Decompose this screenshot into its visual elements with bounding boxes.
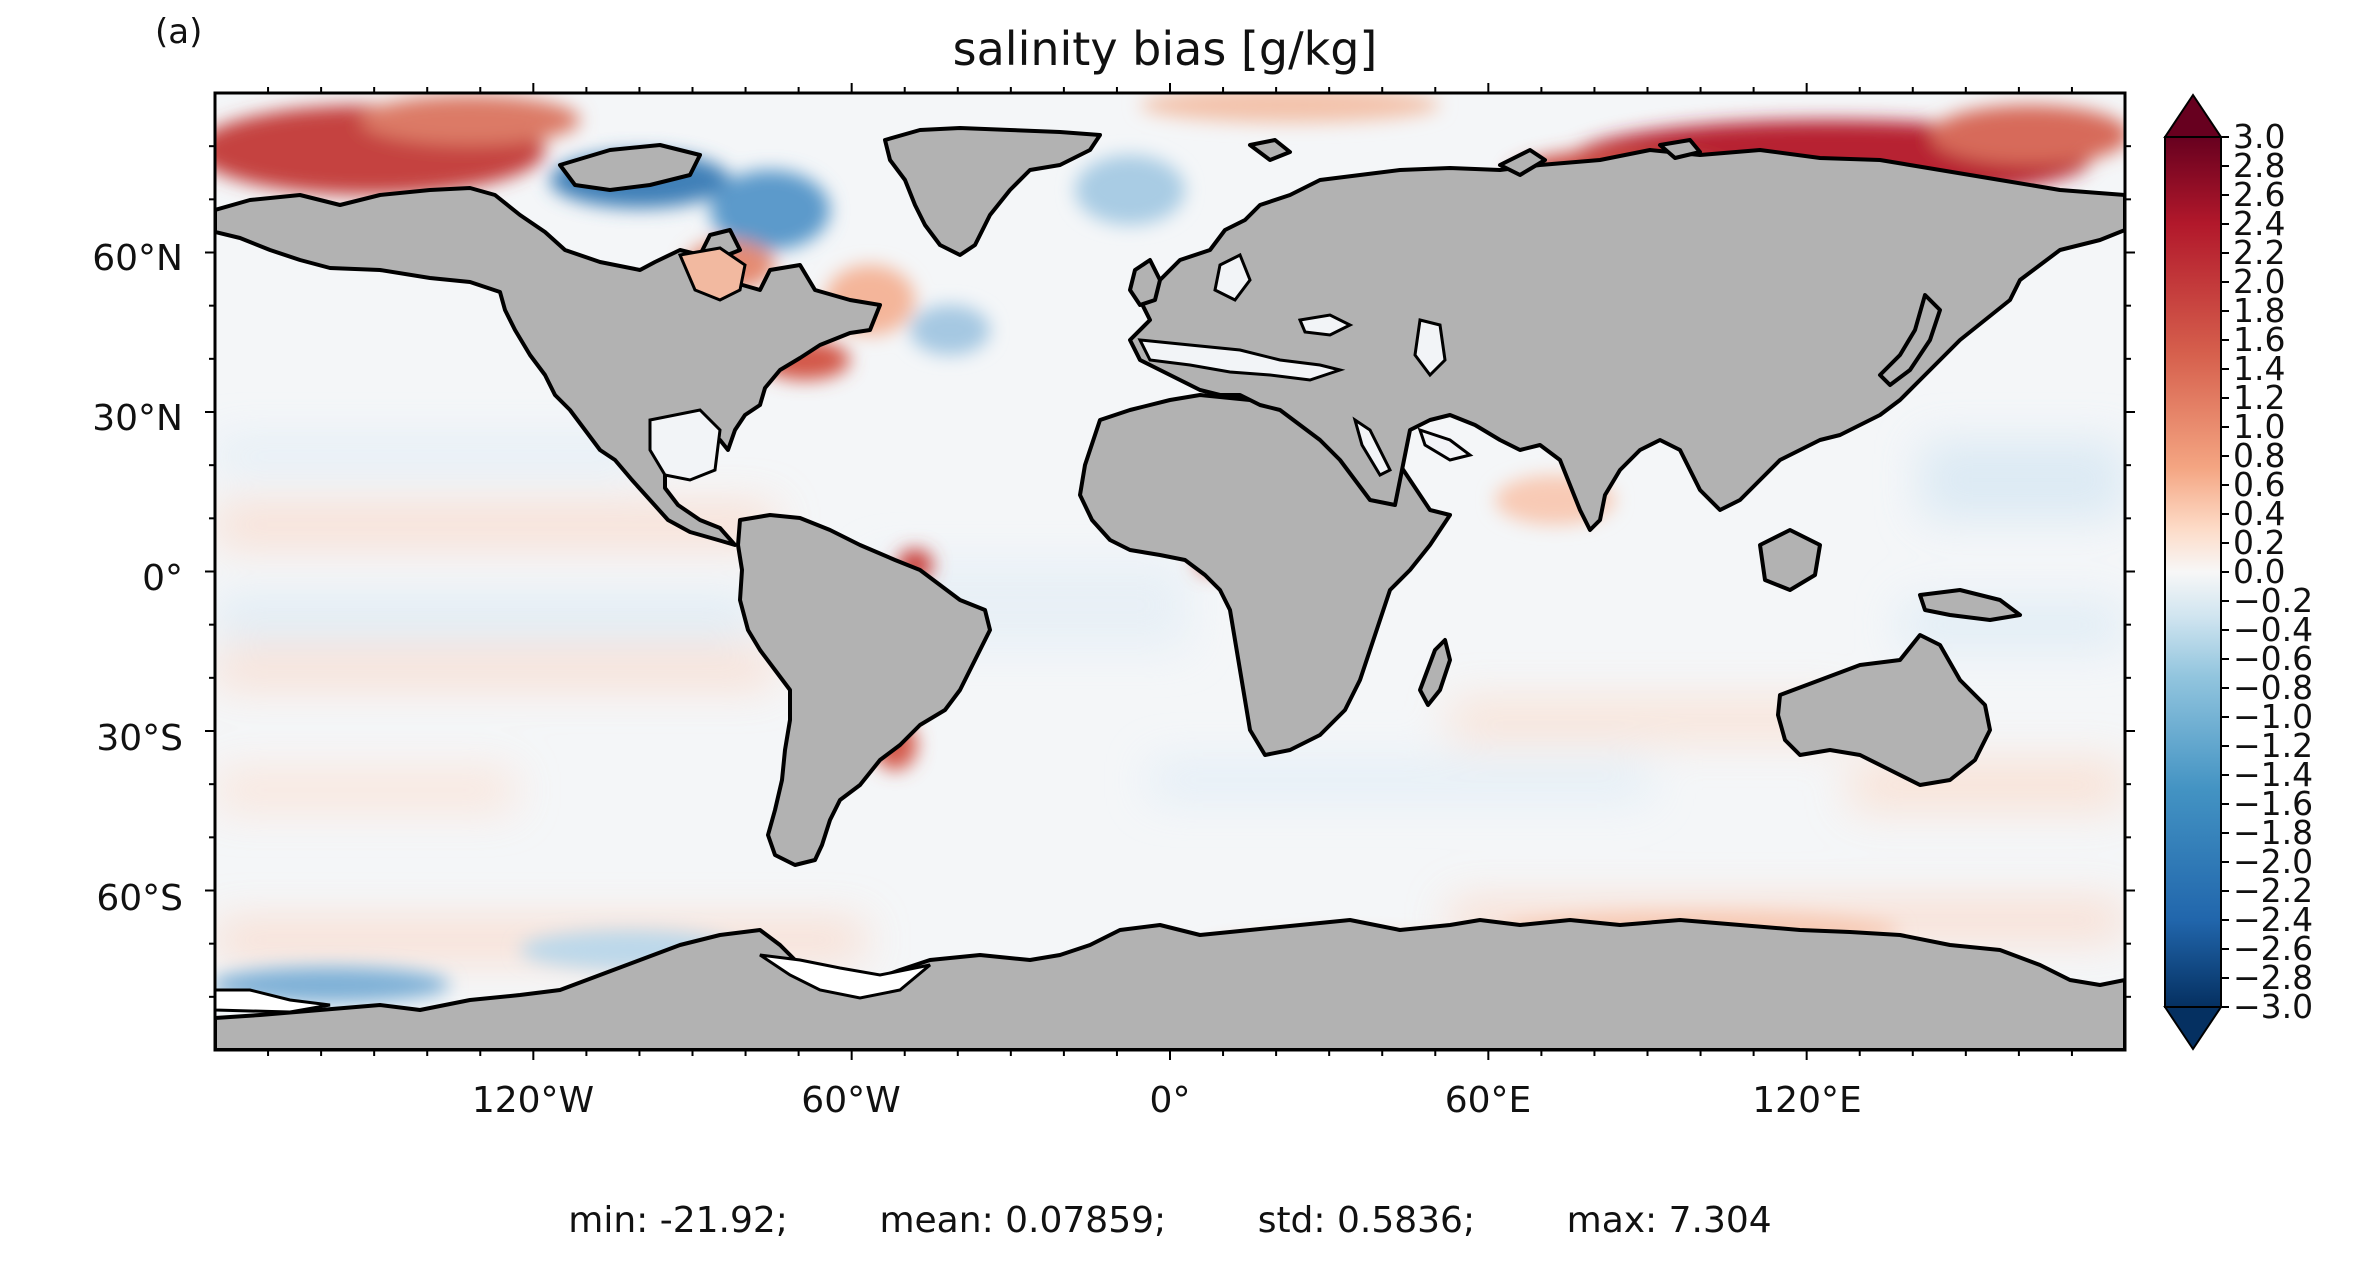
stats-line: min: -21.92; mean: 0.07859; std: 0.5836;…: [215, 1200, 2125, 1241]
lon-label-120e: 120°E: [1752, 1080, 1861, 1121]
lat-label-30s: 30°S: [96, 718, 183, 759]
colorbar-tick-label: 0.4: [2233, 494, 2285, 533]
landmass-greenland: [883, 126, 1102, 257]
baltic: [1213, 252, 1252, 302]
land: [215, 126, 2125, 1050]
colorbar-tick-label: −3.0: [2233, 987, 2313, 1026]
colorbar-tick-label: −2.0: [2233, 842, 2313, 881]
landmass-new-guinea: [1918, 588, 2022, 622]
colorbar-extend-min: [2163, 1006, 2223, 1051]
landmass-arctic-islands: [558, 143, 702, 192]
lat-axis: 60°N 30°N 0° 30°S 60°S: [92, 145, 2135, 998]
colorbar-gradient: [2164, 136, 2222, 1008]
colorbar-tick-label: 0.8: [2233, 436, 2285, 475]
lon-label-60w: 60°W: [801, 1080, 900, 1121]
lat-label-60s: 60°S: [96, 878, 183, 919]
colorbar-tick-label: 2.2: [2233, 233, 2285, 272]
colorbar-tick-label: −2.8: [2233, 958, 2313, 997]
panel-label: (a): [155, 12, 203, 52]
map-area: [215, 93, 2125, 1050]
lon-axis: 120°W 60°W 0° 60°E 120°E: [267, 83, 2073, 1121]
inland-seas: [215, 246, 1474, 1014]
colorbar-tick-label: −0.6: [2233, 639, 2313, 678]
gulf-of-mexico: [648, 408, 722, 482]
colorbar-tick-label: −2.6: [2233, 929, 2313, 968]
landmass-novaya-zemlya: [1498, 148, 1547, 177]
colorbar-extend-max: [2163, 93, 2223, 138]
stat-min: min: -21.92;: [568, 1200, 788, 1241]
colorbar-tick-label: −0.2: [2233, 581, 2313, 620]
persian-gulf: [1417, 427, 1474, 462]
landmass-antarctica: [215, 918, 2125, 1050]
landmass-eurasia: [1128, 148, 2125, 532]
colorbar-tick-label: 1.8: [2233, 291, 2285, 330]
red-sea: [1352, 416, 1393, 477]
colorbar-tick-label: −2.2: [2233, 871, 2313, 910]
landmass-australia: [1776, 633, 1992, 787]
lat-label-0: 0°: [142, 558, 183, 599]
mediterranean: [1137, 338, 1346, 382]
lon-label-0: 0°: [1150, 1080, 1191, 1121]
colorbar-tick-label: −1.8: [2233, 813, 2313, 852]
landmass-japan: [1878, 293, 1942, 387]
landmass-borneo: [1758, 528, 1822, 592]
colorbar-tick-label: −0.8: [2233, 668, 2313, 707]
colorbar-ticks: 3.02.82.62.42.22.01.81.61.41.21.00.80.60…: [2221, 117, 2313, 1026]
map-title: salinity bias [g/kg]: [952, 22, 1378, 76]
stat-mean: mean: 0.07859;: [879, 1200, 1167, 1241]
landmass-madagascar: [1418, 638, 1452, 707]
landmass-svalbard: [1248, 138, 1292, 162]
antarctic-ice-shelf: [215, 988, 331, 1014]
caspian-sea: [1413, 318, 1447, 378]
weddell-ice-shelf: [759, 953, 931, 1000]
hudson-bay: [677, 246, 747, 302]
colorbar-tick-label: −1.4: [2233, 755, 2313, 794]
colorbar-tick-label: 3.0: [2233, 117, 2285, 156]
colorbar-tick-label: 1.4: [2233, 349, 2285, 388]
colorbar: 3.02.82.62.42.22.01.81.61.41.21.00.80.60…: [2163, 93, 2313, 1051]
colorbar-tick-label: 0.0: [2233, 552, 2285, 591]
colorbar-tick-label: 0.2: [2233, 523, 2285, 562]
landmass-south-america: [736, 513, 992, 867]
colorbar-tick-label: 2.4: [2233, 204, 2285, 243]
lat-label-30n: 30°N: [92, 398, 183, 439]
colorbar-tick-label: 1.2: [2233, 378, 2285, 417]
landmass-uk: [1128, 258, 1162, 307]
colorbar-tick-label: 2.0: [2233, 262, 2285, 301]
lon-label-120w: 120°W: [472, 1080, 594, 1121]
lat-label-60n: 60°N: [92, 238, 183, 279]
lon-label-60e: 60°E: [1445, 1080, 1532, 1121]
stat-max: max: 7.304: [1566, 1200, 1772, 1241]
colorbar-tick-label: −0.4: [2233, 610, 2313, 649]
colorbar-tick-label: 0.6: [2233, 465, 2285, 504]
colorbar-tick-label: −1.0: [2233, 697, 2313, 736]
colorbar-tick-label: −1.2: [2233, 726, 2313, 765]
colorbar-tick-label: 2.6: [2233, 175, 2285, 214]
colorbar-tick-label: 2.8: [2233, 146, 2285, 185]
black-caspian: [1297, 313, 1354, 337]
landmass-severnaya-zemlya: [1658, 138, 1702, 160]
colorbar-tick-label: −1.6: [2233, 784, 2313, 823]
stat-std: std: 0.5836;: [1257, 1200, 1476, 1241]
colorbar-tick-label: −2.4: [2233, 900, 2313, 939]
colorbar-tick-label: 1.0: [2233, 407, 2285, 446]
colorbar-tick-label: 1.6: [2233, 320, 2285, 359]
